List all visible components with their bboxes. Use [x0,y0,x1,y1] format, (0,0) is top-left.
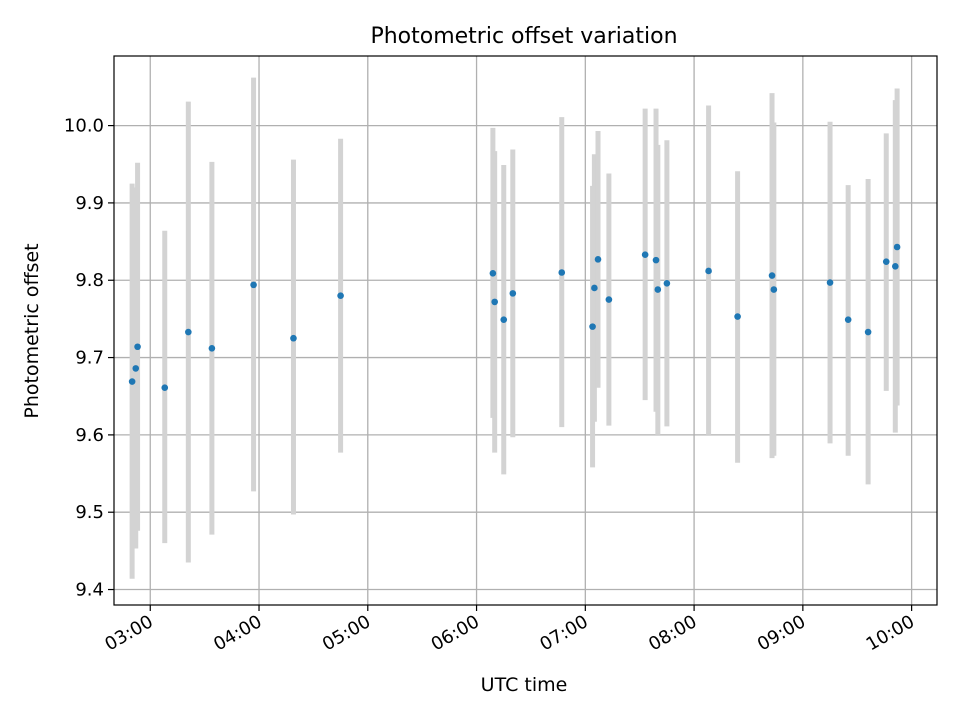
data-point [734,313,741,320]
data-point [652,256,660,264]
data-point [134,343,141,351]
data-point [892,263,899,270]
data-point [844,316,852,323]
y-tick-label: 9.9 [75,193,104,214]
y-tick-label: 9.5 [75,502,104,523]
y-tick-label: 9.6 [75,425,104,446]
data-point [558,269,566,276]
y-axis-ticks: 9.4 9.5 9.6 9.7 9.8 9.9 10.0 [64,116,114,601]
data-point [337,292,344,300]
data-point [491,298,498,306]
chart-title: Photometric offset variation [370,24,677,49]
data-point [132,365,140,372]
data-point [882,258,890,265]
data-point [893,243,901,251]
data-point [768,272,776,279]
y-tick-label: 9.4 [75,580,104,601]
data-point [208,344,216,352]
data-point [594,256,602,263]
data-point [290,334,297,342]
data-point [654,286,662,293]
data-point [589,323,596,330]
plot-frame [113,55,938,606]
data-point [161,384,169,392]
data-point [591,284,598,292]
data-point [770,286,778,293]
y-tick-label: 9.8 [75,270,104,291]
y-tick-label: 9.7 [75,348,104,369]
data-point [185,328,192,336]
data-point [663,280,671,287]
data-point [128,378,136,385]
data-point [489,269,497,277]
y-axis-label: Photometric offset [21,243,43,418]
data-point [826,279,834,286]
data-point [641,251,649,259]
data-points [128,243,901,392]
data-point [864,328,872,336]
data-point [509,290,517,297]
grid [114,56,937,605]
x-axis-label: UTC time [481,674,568,696]
data-point [705,267,712,275]
data-point [605,296,613,303]
data-point [500,316,508,323]
data-point [250,281,257,289]
y-tick-label: 10.0 [64,116,104,137]
